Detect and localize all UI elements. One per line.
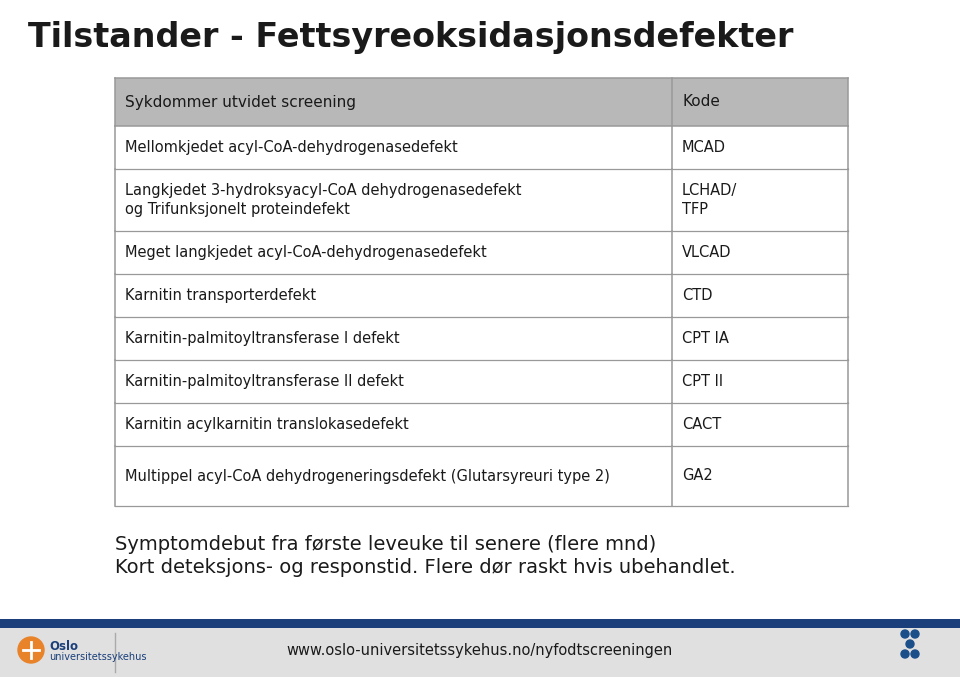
Text: Karnitin-palmitoyltransferase I defekt: Karnitin-palmitoyltransferase I defekt [125, 331, 399, 346]
Bar [115, 274, 848, 317]
Text: CACT: CACT [682, 417, 721, 432]
Text: Oslo: Oslo [49, 640, 78, 653]
Bar [115, 169, 848, 231]
Text: Karnitin acylkarnitin translokasedefekt: Karnitin acylkarnitin translokasedefekt [125, 417, 409, 432]
Bar [115, 231, 848, 274]
Text: Sykdommer utvidet screening: Sykdommer utvidet screening [125, 95, 356, 110]
Text: Mellomkjedet acyl-CoA-dehydrogenasedefekt: Mellomkjedet acyl-CoA-dehydrogenasedefek… [125, 140, 458, 155]
Text: CPT II: CPT II [682, 374, 723, 389]
Text: GA2: GA2 [682, 468, 712, 483]
Bar [0, 619, 960, 628]
Text: CPT IA: CPT IA [682, 331, 729, 346]
Bar [115, 403, 848, 446]
Bar [115, 446, 848, 506]
Circle shape [901, 630, 909, 638]
Text: MCAD: MCAD [682, 140, 726, 155]
Text: www.oslo-universitetssykehus.no/nyfodtscreeningen: www.oslo-universitetssykehus.no/nyfodtsc… [287, 642, 673, 657]
Circle shape [901, 650, 909, 658]
Text: CTD: CTD [682, 288, 712, 303]
Bar [115, 126, 848, 169]
Text: Karnitin transporterdefekt: Karnitin transporterdefekt [125, 288, 316, 303]
Text: LCHAD/
TFP: LCHAD/ TFP [682, 183, 737, 217]
Text: VLCAD: VLCAD [682, 245, 732, 260]
Circle shape [911, 650, 919, 658]
Bar [115, 360, 848, 403]
Text: Langkjedet 3-hydroksyacyl-CoA dehydrogenasedefekt
og Trifunksjonelt proteindefek: Langkjedet 3-hydroksyacyl-CoA dehydrogen… [125, 183, 521, 217]
Text: Meget langkjedet acyl-CoA-dehydrogenasedefekt: Meget langkjedet acyl-CoA-dehydrogenased… [125, 245, 487, 260]
Text: Multippel acyl-CoA dehydrogeneringsdefekt (Glutarsyreuri type 2): Multippel acyl-CoA dehydrogeneringsdefek… [125, 468, 610, 483]
Text: universitetssykehus: universitetssykehus [49, 652, 147, 662]
Text: Karnitin-palmitoyltransferase II defekt: Karnitin-palmitoyltransferase II defekt [125, 374, 404, 389]
Bar [115, 317, 848, 360]
Circle shape [911, 630, 919, 638]
Text: Kort deteksjons- og responstid. Flere dør raskt hvis ubehandlet.: Kort deteksjons- og responstid. Flere dø… [115, 558, 735, 577]
Text: Symptomdebut fra første leveuke til senere (flere mnd): Symptomdebut fra første leveuke til sene… [115, 535, 657, 554]
Circle shape [18, 637, 44, 663]
Bar [0, 628, 960, 677]
Bar [115, 78, 848, 126]
Text: Tilstander - Fettsyreoksidasjonsdefekter: Tilstander - Fettsyreoksidasjonsdefekter [28, 22, 793, 55]
Circle shape [906, 640, 914, 648]
Text: Kode: Kode [682, 95, 720, 110]
